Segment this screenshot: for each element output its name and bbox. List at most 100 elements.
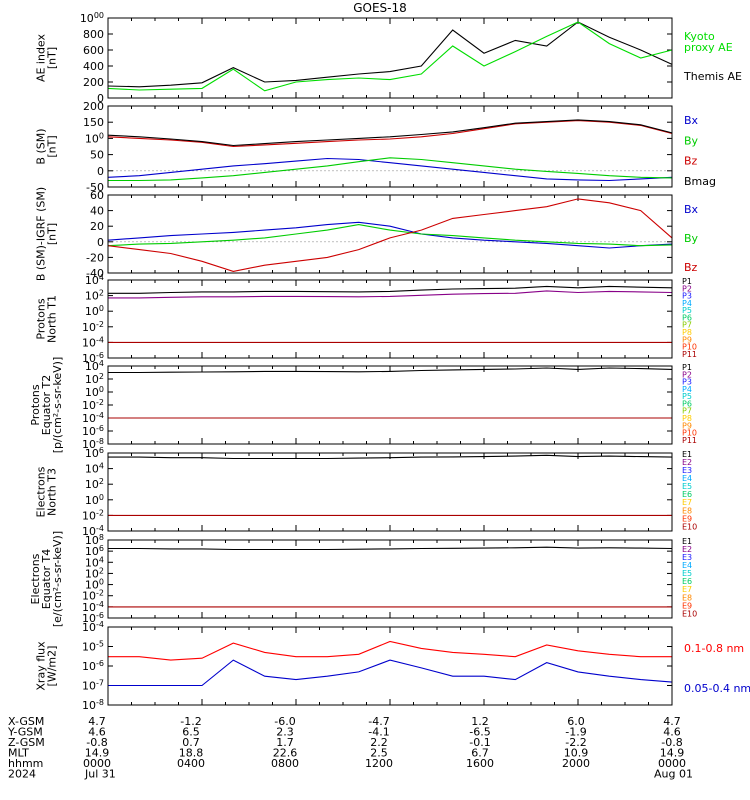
panel-frame — [107, 539, 673, 619]
channel-label: E9 — [682, 601, 692, 610]
ephemeris-value: 0800 — [271, 757, 299, 770]
y-axis-label: Electrons — [35, 466, 48, 517]
ephemeris-value: 18.8 — [179, 747, 204, 760]
series-by — [107, 224, 673, 247]
legend-label: Themis AE — [683, 70, 742, 83]
channel-label: P4 — [682, 385, 692, 394]
y-tick-label: 102 — [85, 477, 104, 491]
y-axis-label: B (SM) — [35, 128, 48, 164]
ephemeris-value: 14.9 — [660, 747, 685, 760]
channel-label: E6 — [682, 577, 692, 586]
panel-frame — [107, 365, 673, 445]
channel-label: E3 — [682, 466, 692, 475]
y-tick-label: -40 — [86, 267, 104, 280]
ephemeris-value: 4.6 — [88, 726, 106, 739]
ephemeris-table: X-GSM 4.7 -1.2 -6.0 -4.7 1.2 6.0 4.7 Y-GSM 4.6 6.5… — [7, 715, 693, 781]
series-e1 — [108, 454, 673, 460]
ephemeris-value: -0.1 — [469, 736, 490, 749]
y-axis-label: [e/(cm²-s-sr-keV)] — [51, 531, 64, 627]
legend-label: proxy AE — [684, 41, 733, 54]
channel-label: E5 — [682, 569, 692, 578]
y-tick-label: 10-4 — [82, 620, 104, 634]
y-tick-label: 104 — [85, 359, 104, 373]
series-e1 — [108, 546, 673, 551]
y-tick-label: 10-4 — [82, 335, 104, 349]
y-tick-label: 20 — [90, 220, 104, 233]
channel-label: P11 — [682, 436, 697, 445]
ephemeris-row-label: Y-GSM — [7, 726, 43, 739]
y-axis-label: Equator T2 — [40, 375, 53, 435]
channel-label: E1 — [682, 537, 692, 546]
y-tick-label: -20 — [86, 251, 104, 264]
legend-label: Bz — [684, 155, 698, 168]
ephemeris-value: -0.8 — [661, 736, 682, 749]
legend-label: 0.1-0.8 nm — [684, 642, 744, 655]
ephemeris-value: 4.7 — [663, 715, 681, 728]
ephemeris-value: -4.7 — [368, 715, 389, 728]
y-axis-label: [nT] — [46, 135, 59, 157]
ephemeris-value: -6.0 — [274, 715, 295, 728]
ephemeris-value: 2.2 — [370, 736, 388, 749]
y-tick-label: 106 — [85, 446, 104, 460]
y-tick-label: 40 — [90, 205, 104, 218]
panel-frame — [107, 452, 673, 532]
ephemeris-value: 2.5 — [370, 747, 388, 760]
y-tick-label: 100 — [85, 578, 104, 592]
ephemeris-value: 6.5 — [182, 726, 200, 739]
y-tick-label: 10-5 — [82, 640, 104, 654]
channel-label: E8 — [682, 506, 692, 515]
y-tick-label: 0 — [97, 165, 104, 178]
ephemeris-value: -1.9 — [565, 726, 586, 739]
y-tick-label: 102 — [85, 566, 104, 580]
channel-label: P4 — [682, 299, 692, 308]
channel-label: P10 — [682, 429, 697, 438]
y-axis-label: [W/m2] — [46, 646, 59, 687]
channel-label: P6 — [682, 399, 692, 408]
ephemeris-value: 2.3 — [276, 726, 294, 739]
channel-label: P2 — [682, 284, 692, 293]
channel-label: E2 — [682, 545, 692, 554]
y-tick-label: 104 — [85, 555, 104, 569]
y-tick-label: 10-2 — [82, 320, 104, 334]
y-tick-label: 10-6 — [82, 424, 104, 438]
y-axis-label: [nT] — [46, 47, 59, 69]
y-tick-label: 50 — [90, 149, 104, 162]
channel-label: P3 — [682, 292, 692, 301]
series-0-1-0-8-nm — [108, 640, 672, 661]
y-axis-label: North T1 — [46, 295, 59, 343]
channel-label: E10 — [682, 609, 697, 618]
channel-label: P9 — [682, 335, 692, 344]
ephemeris-value: 1.7 — [276, 736, 294, 749]
channel-label: E9 — [682, 514, 692, 523]
ephemeris-value: -1.2 — [180, 715, 201, 728]
channel-label: P7 — [682, 321, 692, 330]
y-tick-label: 10-4 — [82, 600, 104, 614]
channel-label: E5 — [682, 482, 692, 491]
ephemeris-value: -6.5 — [469, 726, 490, 739]
channel-label: P9 — [682, 421, 692, 430]
panel-frame — [107, 279, 673, 359]
y-tick-label: 108 — [85, 533, 104, 547]
y-tick-label: 0 — [97, 92, 104, 105]
channel-label: E8 — [682, 593, 692, 602]
y-axis-label: North T3 — [46, 468, 59, 516]
y-tick-label: 10-7 — [82, 679, 104, 693]
y-axis-label: [nT] — [46, 223, 59, 245]
figure-title: GOES-18 — [353, 1, 407, 15]
ephemeris-value: 6.7 — [471, 747, 489, 760]
legend-label: Bz — [684, 261, 698, 274]
ephemeris-value: 14.9 — [85, 747, 110, 760]
series-0-05-0-4-nm — [108, 659, 673, 687]
y-axis-label: [p/(cm²-s-sr-keV)] — [51, 357, 64, 454]
legend-label: Bx — [684, 203, 699, 216]
channel-label: E7 — [682, 585, 692, 594]
y-tick-label: 10-6 — [82, 351, 104, 365]
legend-label: Bx — [684, 114, 699, 127]
channel-label: P1 — [682, 363, 692, 372]
panel-frame — [107, 105, 673, 188]
ephemeris-value: Jul 31 — [84, 768, 116, 781]
